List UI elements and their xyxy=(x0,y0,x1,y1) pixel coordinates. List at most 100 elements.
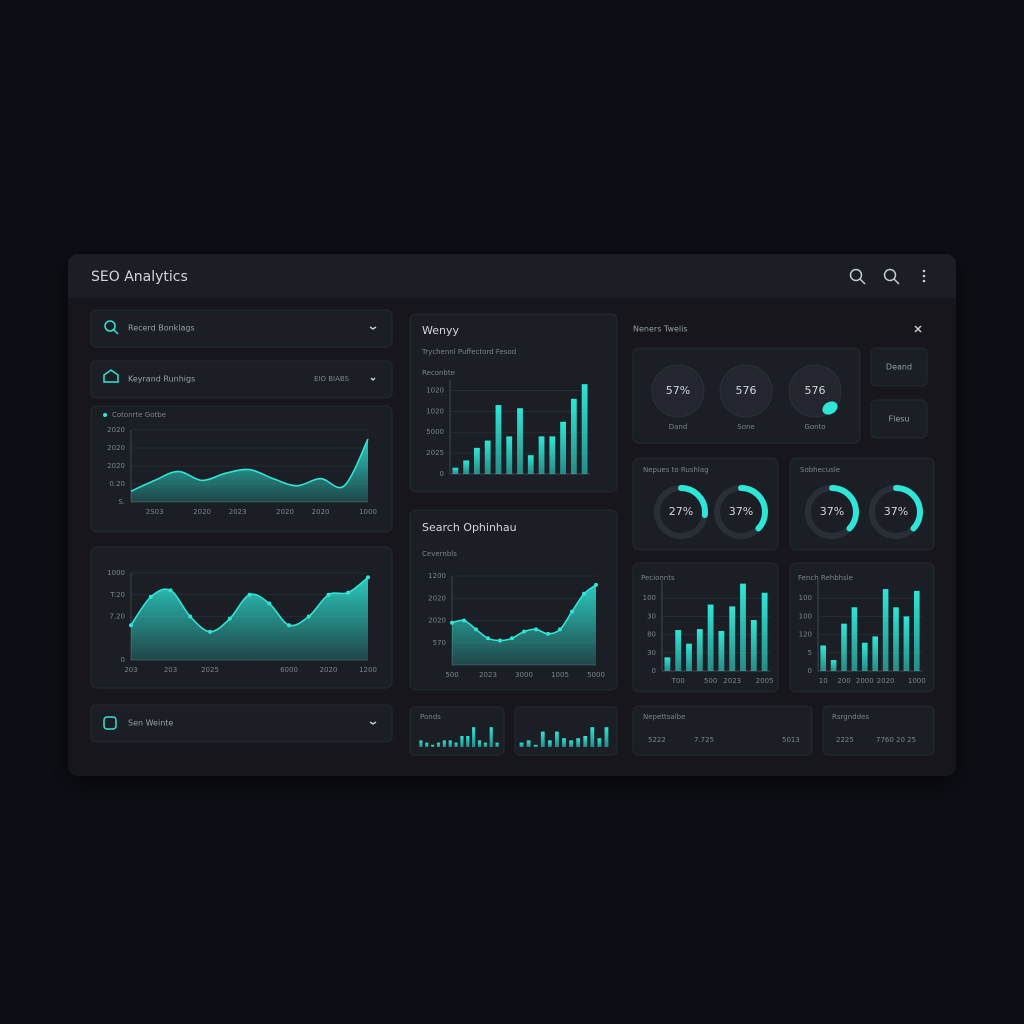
metric-indicator xyxy=(822,401,838,415)
point xyxy=(450,620,454,625)
bar xyxy=(583,736,588,747)
y-tick-label: 100 xyxy=(799,594,812,602)
x-tick-label: 500 xyxy=(704,677,717,685)
x-tick-label: 2023 xyxy=(723,677,741,685)
bar xyxy=(913,590,920,671)
bar xyxy=(569,740,573,747)
chart-title: Nepues to Rushlag xyxy=(643,466,709,474)
point xyxy=(227,616,232,621)
y-tick-label: 0.20 xyxy=(109,480,125,488)
bar xyxy=(472,727,476,747)
x-tick-label: 2S03 xyxy=(146,508,164,516)
stat-title: Nepettsalbe xyxy=(643,713,685,721)
chart-panel xyxy=(514,706,618,756)
bar xyxy=(484,440,491,474)
x-tick-label: 2020 xyxy=(276,508,294,516)
bar xyxy=(882,589,889,671)
bar xyxy=(851,607,858,671)
bar xyxy=(527,455,534,474)
y-tick-label: 2020 xyxy=(107,462,125,470)
filter-dropdown[interactable]: Sen Weinte xyxy=(90,704,393,743)
filter-label: Keyrand Runhigs xyxy=(128,375,195,384)
x-tick-label: 1000 xyxy=(359,508,377,516)
point xyxy=(474,627,478,632)
bar xyxy=(483,742,487,747)
y-tick-label: 0 xyxy=(652,667,656,675)
button-label[interactable]: Flesu xyxy=(889,415,910,424)
bar xyxy=(489,727,493,747)
point xyxy=(510,636,514,641)
bar xyxy=(555,731,559,747)
y-tick-label: 100 xyxy=(799,612,812,620)
y-tick-label: 30 xyxy=(647,612,656,620)
y-tick-label: T:20 xyxy=(109,591,125,599)
metric-circle xyxy=(719,364,773,418)
metric-value: 576 xyxy=(805,384,826,397)
menu-button[interactable] xyxy=(922,269,926,283)
x-tick-label: 2023 xyxy=(479,671,497,679)
point xyxy=(486,636,490,641)
bar xyxy=(466,736,470,747)
search-button[interactable] xyxy=(883,268,900,285)
point xyxy=(129,623,133,628)
y-tick-label: 5 xyxy=(808,649,812,657)
y-tick-label: 570 xyxy=(433,639,446,647)
donut-label: 27% xyxy=(669,505,693,518)
bar xyxy=(419,740,423,747)
stat-value: 5222 xyxy=(648,736,666,744)
y-tick-label: 0 xyxy=(440,470,444,478)
metric-value: 576 xyxy=(736,384,757,397)
chart-subtitle: Trychennl Puffectord Fesod xyxy=(421,348,516,356)
app-title: SEO Analytics xyxy=(91,269,188,285)
area-fill xyxy=(452,584,596,665)
stat-title: Rsrgnddes xyxy=(832,713,869,721)
point xyxy=(558,627,562,632)
y-tick-label: 0 xyxy=(808,667,812,675)
bar xyxy=(696,629,703,671)
y-tick-label: 2020 xyxy=(428,617,446,625)
metric-label: Sone xyxy=(737,423,754,431)
stat-panel xyxy=(822,705,935,756)
bar xyxy=(442,740,446,747)
y-tick-label: 120 xyxy=(799,631,812,639)
chart-title: Pecionnts xyxy=(641,574,675,582)
filter-dropdown[interactable]: Recerd Bonklags xyxy=(90,309,393,348)
filter-dropdown[interactable]: Keyrand Runhigs EIO BIABS xyxy=(90,360,393,399)
chart-title: Wenyy xyxy=(422,324,459,337)
chart-title: Sobhecusle xyxy=(800,466,840,474)
x-tick-label: 10 xyxy=(819,677,828,685)
x-tick-label: 2020 xyxy=(312,508,330,516)
area-fill xyxy=(131,577,368,660)
point xyxy=(208,629,212,634)
y-tick-label: 1020 xyxy=(426,407,444,415)
metric-label: Dand xyxy=(669,423,688,431)
legend-swatch xyxy=(103,413,107,417)
close-button[interactable] xyxy=(914,325,922,333)
bar xyxy=(581,384,588,474)
button-label[interactable]: Deand xyxy=(886,363,912,372)
x-tick-label: 2000 xyxy=(856,677,874,685)
button[interactable] xyxy=(870,399,928,439)
section-title: Neners Twelis xyxy=(633,325,688,334)
bar xyxy=(707,604,714,671)
bar xyxy=(495,405,502,474)
x-tick-label: 6000 xyxy=(280,666,298,674)
chart-subtitle: Cevernbls xyxy=(422,550,457,558)
bar xyxy=(431,744,435,747)
search-button[interactable] xyxy=(849,268,866,285)
bar xyxy=(517,408,523,474)
point xyxy=(582,591,586,596)
bar xyxy=(425,742,429,747)
chart-title: Ponds xyxy=(420,713,441,721)
chart-title: Fench Rehbhsle xyxy=(798,574,853,582)
bar xyxy=(533,744,538,747)
donut-arc xyxy=(714,485,768,539)
x-tick-label: 203 xyxy=(124,666,137,674)
point xyxy=(267,601,272,606)
point xyxy=(534,627,538,632)
y-tick-label: 1000 xyxy=(107,569,125,577)
point xyxy=(326,592,331,597)
point xyxy=(462,618,466,623)
header-bar xyxy=(68,254,956,298)
button[interactable] xyxy=(870,347,928,387)
